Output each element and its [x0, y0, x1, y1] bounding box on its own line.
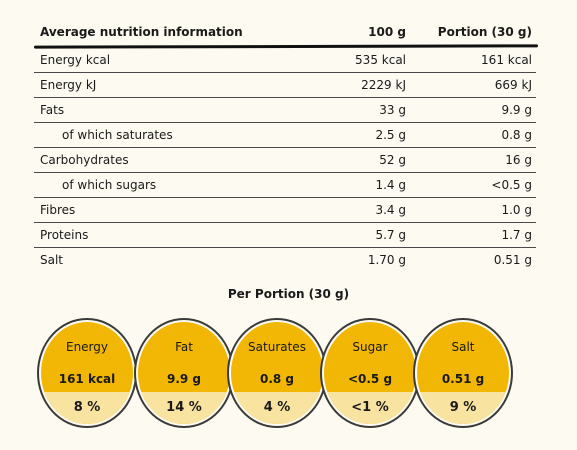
- badge-fill: [417, 322, 509, 424]
- badge-value: <0.5 g: [347, 372, 393, 386]
- badge-percent-band: [324, 392, 416, 424]
- row-per-100g: 5.7 g: [375, 228, 406, 242]
- table-row: Proteins 5.7 g 1.7 g: [34, 223, 536, 248]
- badge-name: Sugar: [352, 340, 388, 354]
- header-label: Average nutrition information: [40, 25, 243, 39]
- row-label: Salt: [40, 253, 64, 267]
- badge-fill: [324, 322, 416, 424]
- table-header: Average nutrition information 100 g Port…: [34, 20, 536, 45]
- badge-value: 0.51 g: [441, 372, 485, 386]
- row-portion: 1.0 g: [501, 203, 532, 217]
- row-per-100g: 3.4 g: [375, 203, 406, 217]
- row-label: Carbohydrates: [40, 153, 129, 167]
- row-label: Proteins: [40, 228, 89, 242]
- row-label: Fibres: [40, 203, 76, 217]
- badge-energy: Energy 161 kcal 8 %: [37, 318, 137, 428]
- row-per-100g: 1.4 g: [375, 178, 406, 192]
- badge-fill: [41, 322, 133, 424]
- row-per-100g: 33 g: [379, 103, 406, 117]
- header-per-100g: 100 g: [368, 25, 406, 39]
- badge-salt: Salt 0.51 g 9 %: [413, 318, 513, 428]
- row-label: of which sugars: [62, 178, 157, 192]
- row-per-100g: 1.70 g: [367, 253, 406, 267]
- row-portion: 16 g: [505, 153, 532, 167]
- row-portion: 0.51 g: [493, 253, 532, 267]
- badge-name: Energy: [65, 340, 108, 354]
- row-label: Energy kJ: [40, 78, 97, 92]
- table-row: of which sugars 1.4 g <0.5 g: [34, 173, 536, 198]
- header-portion: Portion (30 g): [437, 25, 532, 39]
- row-portion: <0.5 g: [491, 178, 532, 192]
- per-portion-title: Per Portion (30 g): [227, 287, 350, 301]
- row-portion: 1.7 g: [501, 228, 532, 242]
- badge-fill: [231, 322, 323, 424]
- badge-name: Saturates: [248, 340, 306, 354]
- badge-name: Fat: [175, 340, 193, 354]
- badge-sugar: Sugar <0.5 g <1 %: [320, 318, 420, 428]
- row-label: Energy kcal: [40, 53, 111, 67]
- nutrition-table: Average nutrition information 100 g Port…: [33, 20, 539, 273]
- table-row: of which saturates 2.5 g 0.8 g: [34, 123, 536, 148]
- badge-percent-band: [138, 392, 230, 424]
- badge-percent: 4 %: [263, 400, 291, 415]
- badge-percent: <1 %: [351, 400, 389, 415]
- row-per-100g: 2.5 g: [375, 128, 406, 142]
- row-portion: 0.8 g: [501, 128, 532, 142]
- badge-value: 9.9 g: [166, 372, 202, 386]
- badge-percent-band: [231, 392, 323, 424]
- badge-percent: 9 %: [449, 400, 477, 415]
- row-label: Fats: [40, 103, 65, 117]
- row-per-100g: 535 kcal: [355, 53, 406, 67]
- table-row: Fibres 3.4 g 1.0 g: [34, 198, 536, 223]
- badge-percent: 14 %: [166, 400, 202, 415]
- badge-percent-band: [41, 392, 133, 424]
- row-portion: 9.9 g: [501, 103, 532, 117]
- table-row: Carbohydrates 52 g 16 g: [34, 148, 536, 173]
- row-per-100g: 52 g: [379, 153, 406, 167]
- row-portion: 669 kJ: [494, 78, 532, 92]
- badge-percent-band: [417, 392, 509, 424]
- row-per-100g: 2229 kJ: [361, 78, 406, 92]
- badge-value: 0.8 g: [259, 372, 295, 386]
- table-row: Fats 33 g 9.9 g: [34, 98, 536, 123]
- table-row: Energy kcal 535 kcal 161 kcal: [34, 48, 536, 73]
- badge-saturates: Saturates 0.8 g 4 %: [227, 318, 327, 428]
- row-label: of which saturates: [62, 128, 173, 142]
- badge-fill: [138, 322, 230, 424]
- table-row: Salt 1.70 g 0.51 g: [34, 248, 536, 273]
- table-row: Energy kJ 2229 kJ 669 kJ: [34, 73, 536, 98]
- badge-name: Salt: [451, 340, 475, 354]
- row-portion: 161 kcal: [481, 53, 532, 67]
- badge-value: 161 kcal: [58, 372, 116, 386]
- badge-fat: Fat 9.9 g 14 %: [134, 318, 234, 428]
- badge-percent: 8 %: [73, 400, 101, 415]
